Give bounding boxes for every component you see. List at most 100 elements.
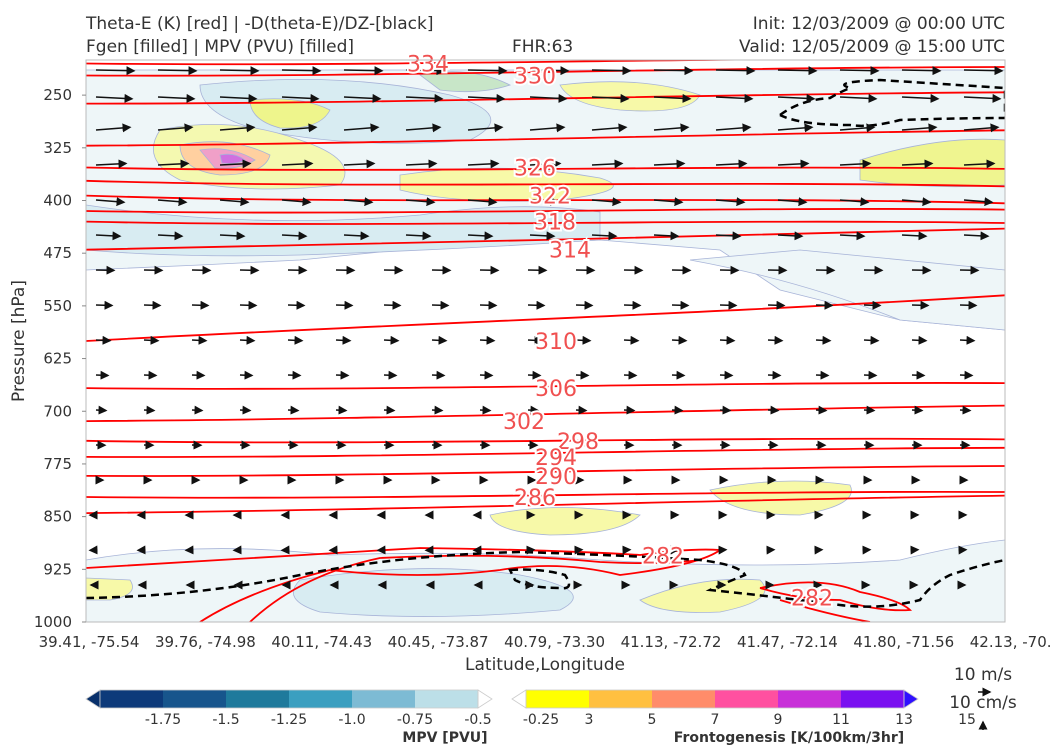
- wind-vector: [653, 93, 692, 103]
- wind-vector: [839, 197, 870, 207]
- wind-vector: [95, 231, 122, 241]
- wind-vector: [335, 370, 350, 380]
- wind-vector: [143, 370, 158, 380]
- mpv-colorbar-right-arrow: [477, 689, 493, 709]
- wind-vector: [901, 123, 938, 133]
- mpv-colorbar-tick-label: -0.5: [464, 712, 491, 728]
- wind-vector: [653, 197, 684, 207]
- wind-vector: [281, 197, 312, 207]
- wind-vector: [715, 93, 754, 103]
- wind-vector: [405, 231, 432, 241]
- wind-vector: [901, 93, 940, 103]
- wind-vector: [963, 66, 1004, 76]
- wind-vector: [963, 197, 994, 207]
- mpv-colorbar-segment: [415, 690, 479, 708]
- wind-vector: [777, 231, 804, 241]
- wind-vector: [479, 300, 498, 310]
- theta-e-label-330: 330: [514, 65, 556, 90]
- theta-e-isoline-16: [86, 465, 1005, 477]
- wind-vector: [219, 231, 246, 241]
- wind-vector: [467, 159, 500, 169]
- wind-vector: [157, 123, 194, 133]
- wind-vector: [911, 405, 924, 415]
- x-tick-label: 41.80, -71.56: [853, 633, 954, 651]
- wind-vector: [623, 405, 636, 415]
- wind-vector: [591, 231, 618, 241]
- y-tick-label: 250: [43, 86, 72, 104]
- wind-vector: [467, 197, 498, 207]
- theta-e-label-314: 314: [549, 239, 591, 264]
- x-axis-ticks: 39.41, -75.54 39.76, -74.98 40.11, -74.43 4…: [39, 633, 1050, 651]
- wind-vector: [901, 159, 934, 169]
- valid-time: Valid: 12/05/2009 @ 15:00 UTC: [739, 37, 1005, 57]
- wind-vector: [575, 405, 588, 415]
- wind-vector: [191, 335, 208, 345]
- wind-vector: [527, 335, 544, 345]
- wind-vector: [815, 405, 828, 415]
- theta-e-label-282: 282: [642, 544, 684, 569]
- wind-vector: [479, 405, 492, 415]
- wind-vector: [719, 370, 734, 380]
- x-axis-label: Latitude,Longitude: [465, 655, 625, 675]
- theta-e-isoline-17: [86, 490, 1005, 499]
- wind-vector: [623, 335, 640, 345]
- theta-e-isoline-9: [86, 220, 1005, 225]
- wind-vector: [529, 231, 556, 241]
- wind-vector: [383, 370, 398, 380]
- wind-vector: [343, 231, 370, 241]
- fgen-colorbar-ticks: 3 5 7 9 11 13 15: [585, 712, 976, 728]
- wind-vector: [911, 335, 928, 345]
- wind-vector: [343, 93, 382, 103]
- wind-vector: [671, 370, 686, 380]
- theta-e-label-294: 294: [535, 446, 577, 471]
- wind-vector: [95, 66, 136, 76]
- wind-vector: [281, 93, 320, 103]
- y-tick-label: 625: [43, 350, 72, 368]
- wind-vector: [839, 93, 878, 103]
- wind-vector: [383, 405, 396, 415]
- wind-vector: [575, 300, 594, 310]
- wind-vector: [575, 370, 590, 380]
- wind-vector: [591, 66, 632, 76]
- fgen-colorbar-left-arrow: [511, 689, 527, 709]
- wind-vector: [719, 300, 738, 310]
- wind-vector: [335, 300, 354, 310]
- wind-key-vertical-label: 10 cm/s: [949, 693, 1017, 713]
- wind-vector: [653, 159, 686, 169]
- plot-frame: [85, 59, 1006, 623]
- x-tick-label: 42.13, -70.97: [970, 633, 1050, 651]
- wind-vector: [281, 66, 322, 76]
- wind-vector: [431, 370, 446, 380]
- wind-vector: [343, 123, 380, 133]
- mpv-colorbar-title: MPV [PVU]: [402, 730, 487, 746]
- wind-vector: [715, 197, 746, 207]
- wind-vector: [281, 231, 308, 241]
- wind-vector: [405, 159, 438, 169]
- wind-vector: [959, 300, 978, 310]
- wind-vector: [527, 370, 542, 380]
- wind-vector: [219, 123, 256, 133]
- theta-e-label-334: 334: [407, 53, 449, 78]
- y-axis-label: Pressure [hPa]: [9, 280, 29, 402]
- y-tick-label: 850: [43, 508, 72, 526]
- wind-vector: [219, 159, 252, 169]
- wind-vector: [219, 93, 258, 103]
- wind-vector: [839, 66, 880, 76]
- theta-e-label-318: 318: [534, 211, 576, 236]
- wind-vector: [591, 159, 624, 169]
- wind-vector: [671, 300, 690, 310]
- theta-e-isoline-18: [86, 494, 1005, 514]
- theta-e-isoline-8: [86, 208, 1005, 214]
- wind-vector: [287, 335, 304, 345]
- filled-region-13: [639, 578, 766, 613]
- wind-vector: [839, 231, 866, 241]
- wind-vector: [911, 300, 930, 310]
- wind-vector: [343, 197, 374, 207]
- fgen-colorbar-tick-label: 3: [585, 712, 594, 728]
- wind-vector: [959, 405, 972, 415]
- wind-vector: [239, 335, 256, 345]
- y-tick-label: 475: [43, 244, 72, 262]
- wind-vector: [911, 370, 926, 380]
- mpv-colorbar-segment: [100, 690, 164, 708]
- wind-vector: [467, 66, 508, 76]
